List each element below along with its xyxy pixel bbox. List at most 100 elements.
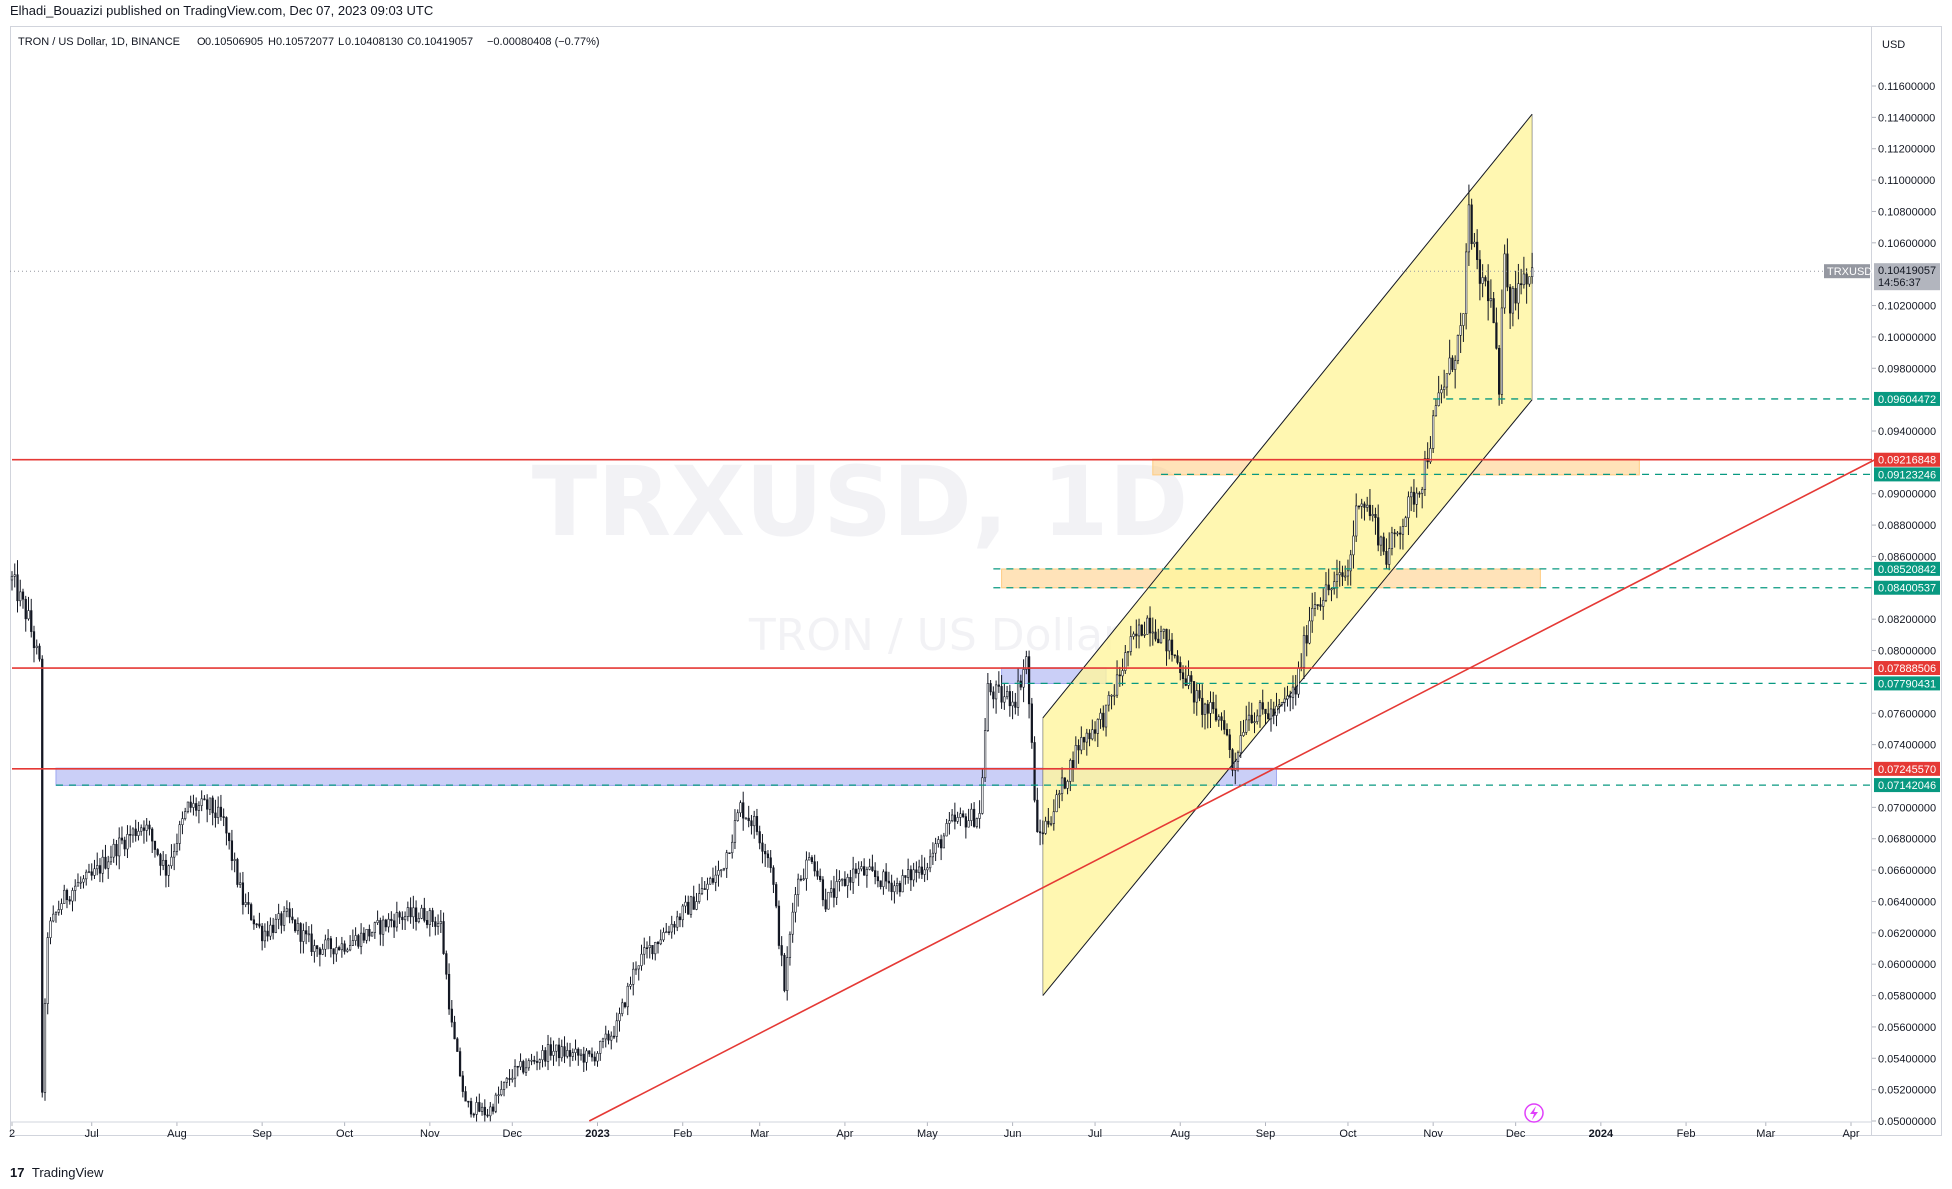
- candle-body: [1500, 307, 1504, 395]
- candle-body: [1099, 712, 1102, 720]
- tradingview-footer: 17 TradingView: [10, 1163, 103, 1183]
- candle-body: [1316, 604, 1319, 606]
- candle-body: [596, 1053, 599, 1062]
- candle-body: [38, 645, 41, 660]
- candle-body: [1445, 373, 1449, 388]
- candle-body: [882, 871, 885, 887]
- candle-body: [599, 1040, 602, 1054]
- candle-body: [337, 947, 341, 951]
- candle-body: [709, 878, 712, 885]
- candle-body: [846, 877, 849, 886]
- candle-body: [582, 1053, 585, 1063]
- legend-open: 0.10506905: [205, 36, 263, 48]
- candle-body: [758, 831, 761, 844]
- x-tick-label-14: Aug: [1170, 1128, 1190, 1140]
- candle-body: [956, 817, 959, 822]
- candle-body: [296, 923, 300, 932]
- candle-body: [717, 870, 720, 876]
- candle-body: [236, 859, 239, 885]
- level-label-bg-7: [1874, 761, 1940, 776]
- x-tick-label-1: Jul: [85, 1128, 99, 1140]
- candle-body: [568, 1050, 572, 1057]
- candle-body: [395, 912, 398, 928]
- candle-body: [527, 1060, 530, 1069]
- candle-body: [1151, 631, 1154, 634]
- candle-body: [513, 1065, 517, 1079]
- candle-body: [233, 859, 236, 861]
- candle-body: [1245, 719, 1248, 733]
- candle-body: [230, 840, 234, 861]
- candle-body: [1091, 729, 1094, 740]
- legend-close-label: C: [407, 36, 415, 48]
- candle-body: [676, 916, 679, 928]
- candle-body: [1206, 703, 1209, 714]
- candle-body: [1132, 633, 1135, 637]
- candle-body: [126, 834, 129, 850]
- candle-body: [1377, 517, 1380, 546]
- currency-label[interactable]: USD: [1882, 39, 1905, 51]
- candle-body: [670, 923, 673, 933]
- candle-body: [1019, 680, 1022, 688]
- candle-body: [579, 1053, 583, 1056]
- horizontal-levels[interactable]: 0.09604472 0.09216848 0.09123246 0.08520842…: [12, 391, 1940, 793]
- candle-body: [1242, 732, 1245, 736]
- chart-pane[interactable]: [10, 26, 1872, 1136]
- candle-body: [950, 814, 954, 821]
- lightning-icon[interactable]: [1524, 1103, 1544, 1123]
- candle-body: [285, 908, 289, 912]
- candle-body: [1335, 574, 1339, 582]
- candle-body: [934, 843, 937, 854]
- candle-body: [255, 923, 258, 926]
- candle-body: [1418, 492, 1421, 495]
- candles: [10, 184, 1534, 1122]
- candle-body: [475, 1102, 478, 1115]
- candle-body: [989, 683, 992, 693]
- candle-body: [1294, 686, 1297, 695]
- candle-body: [497, 1094, 500, 1097]
- candle-body: [819, 875, 822, 880]
- candle-body: [151, 828, 154, 842]
- candle-body: [722, 867, 726, 871]
- rising-trendline[interactable]: [588, 458, 1877, 1122]
- candle-body: [577, 1048, 580, 1056]
- candle-body: [1401, 526, 1405, 535]
- candle-body: [775, 884, 778, 907]
- candle-body: [1203, 703, 1207, 715]
- candle-body: [808, 857, 811, 861]
- candle-body: [1355, 505, 1358, 537]
- candle-body: [1022, 669, 1025, 688]
- candle-body: [1014, 701, 1017, 708]
- level-label-7: 0.07245570: [1878, 764, 1936, 776]
- candle-body: [1146, 617, 1149, 635]
- candle-body: [1305, 635, 1308, 644]
- candle-body: [645, 947, 649, 949]
- y-tick-label-15: 0.08600000: [1878, 551, 1936, 563]
- candle-body: [1220, 716, 1223, 721]
- candle-body: [797, 878, 800, 895]
- candle-body: [274, 918, 278, 933]
- y-tick-label-29: 0.05800000: [1878, 991, 1936, 1003]
- level-label-bg-2: [1874, 467, 1940, 482]
- candle-body: [1077, 745, 1080, 751]
- candle-body: [74, 885, 77, 891]
- candle-body: [926, 867, 929, 871]
- candle-body: [167, 865, 170, 876]
- candle-body: [893, 885, 896, 893]
- candle-body: [739, 802, 742, 814]
- candle-body: [1514, 288, 1517, 304]
- candle-body: [1448, 357, 1451, 374]
- candle-body: [777, 905, 781, 946]
- candle-body: [1124, 652, 1127, 671]
- candle-body: [623, 1002, 627, 1008]
- candle-body: [1311, 607, 1314, 622]
- candle-body: [1168, 639, 1171, 652]
- candle-body: [332, 948, 335, 955]
- x-tick-label-9: Mar: [750, 1128, 769, 1140]
- candle-body: [1338, 572, 1341, 576]
- candle-body: [52, 913, 55, 922]
- candle-body: [1223, 720, 1226, 730]
- price-axis-pane[interactable]: [1872, 26, 1942, 1136]
- candle-body: [918, 866, 921, 873]
- level-label-bg-3: [1874, 561, 1940, 576]
